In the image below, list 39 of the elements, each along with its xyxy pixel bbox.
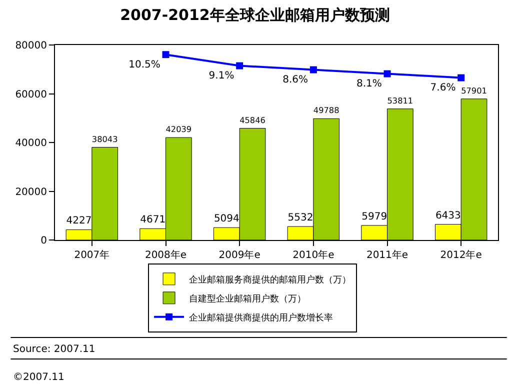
- x-tick-label: 2011年e: [366, 249, 408, 261]
- data-label: 45846: [240, 114, 266, 125]
- point: [384, 70, 391, 78]
- data-label: 49788: [313, 105, 340, 116]
- data-label: 7.6%: [430, 82, 456, 94]
- y-tick-label: 60000: [15, 89, 47, 100]
- data-label: 42039: [166, 124, 192, 134]
- data-label: 10.5%: [128, 59, 160, 70]
- legend-label: 企业邮箱服务商提供的邮箱用户数（万）: [189, 274, 352, 286]
- x-tick-label: 2007年: [74, 249, 110, 261]
- point: [458, 74, 465, 82]
- data-label: 5979: [362, 211, 388, 222]
- data-label: 4671: [140, 214, 166, 226]
- y-tick-label: 80000: [15, 40, 47, 52]
- data-label: 4227: [66, 216, 92, 227]
- y-tick-label: 20000: [15, 186, 47, 198]
- legend-label: 企业邮箱提供商提供的用户数增长率: [189, 312, 334, 324]
- data-label: 6433: [435, 210, 461, 222]
- x-tick-label: 2012年e: [440, 249, 482, 261]
- data-label: 5094: [214, 214, 240, 225]
- data-label: 5532: [288, 212, 314, 224]
- text: ©2007.11: [13, 372, 64, 383]
- source-note: Source: 2007.11: [13, 344, 96, 355]
- x-tick-label: 2010年e: [292, 249, 334, 261]
- data-label: 8.1%: [356, 78, 382, 90]
- chart-title: 2007-2012年全球企业邮箱用户数预测: [120, 6, 390, 24]
- data-label: 38043: [92, 134, 118, 144]
- data-label: 9.1%: [208, 70, 234, 82]
- y-tick-label: 40000: [15, 138, 47, 149]
- legend-label: 自建型企业邮箱用户数（万）: [189, 293, 306, 304]
- x-tick-label: 2009年e: [218, 249, 260, 261]
- data-label: 57901: [461, 85, 487, 96]
- point: [310, 66, 317, 74]
- y-tick-label: 0: [40, 236, 47, 246]
- point: [162, 51, 170, 58]
- point: [236, 62, 244, 70]
- x-tick-label: 2008年e: [144, 249, 187, 261]
- data-label: 53811: [387, 95, 414, 106]
- data-label: 8.6%: [282, 74, 308, 86]
